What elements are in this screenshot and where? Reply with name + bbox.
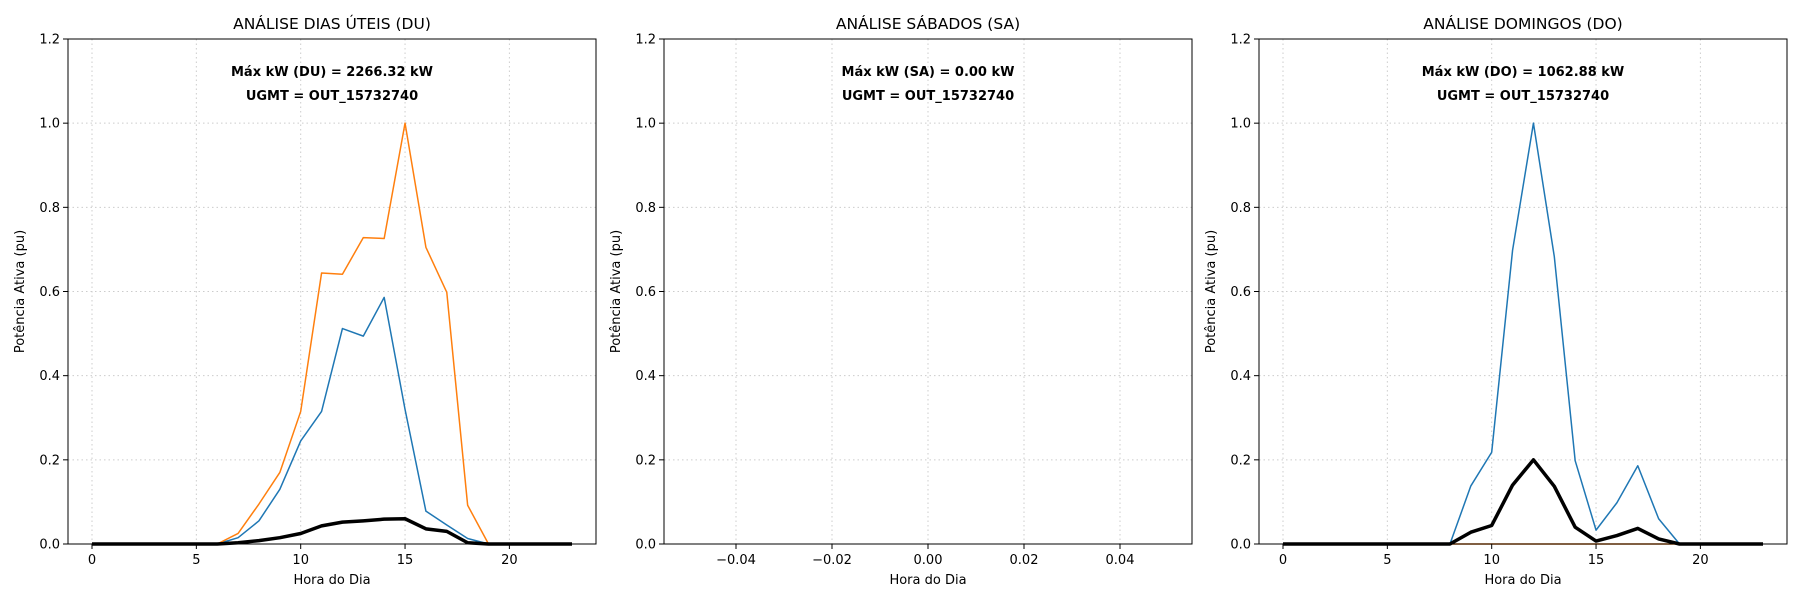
series-line-1	[92, 296, 572, 545]
y-tick-label: 0.6	[635, 285, 656, 300]
y-tick-label: 1.2	[1230, 33, 1251, 48]
annotation-text: UGMT = OUT_15732740	[842, 89, 1014, 104]
y-axis-label: Potência Ativa (pu)	[13, 230, 28, 353]
series-line-2	[1283, 122, 1763, 545]
y-tick-label: 0.8	[39, 201, 60, 216]
annotation-text: UGMT = OUT_15732740	[1437, 89, 1609, 104]
y-axis-label: Potência Ativa (pu)	[1204, 230, 1219, 353]
y-tick-label: 0.0	[635, 538, 656, 553]
annotation-text: UGMT = OUT_15732740	[246, 89, 418, 104]
chart-title: ANÁLISE SÁBADOS (SA)	[836, 14, 1020, 33]
y-tick-label: 0.2	[635, 453, 656, 468]
y-tick-label: 1.2	[39, 33, 60, 48]
x-axis-label: Hora do Dia	[293, 573, 370, 588]
x-tick-label: −0.02	[812, 553, 852, 568]
chart-title: ANÁLISE DOMINGOS (DO)	[1423, 14, 1622, 33]
y-tick-label: 1.2	[635, 33, 656, 48]
plot-frame	[1258, 38, 1788, 545]
annotation-text: Máx kW (DU) = 2266.32 kW	[231, 65, 433, 80]
y-tick-label: 0.0	[1230, 538, 1251, 553]
y-tick-label: 0.6	[1230, 285, 1251, 300]
y-tick-label: 0.8	[635, 201, 656, 216]
y-tick-label: 0.6	[39, 285, 60, 300]
x-tick-label: 15	[1588, 553, 1605, 568]
x-tick-label: 5	[1383, 553, 1391, 568]
x-tick-label: 5	[192, 553, 200, 568]
x-tick-label: 0	[88, 553, 96, 568]
y-tick-label: 1.0	[635, 117, 656, 132]
chart-title: ANÁLISE DIAS ÚTEIS (DU)	[233, 14, 431, 33]
x-tick-label: 0	[1279, 553, 1287, 568]
x-tick-label: −0.04	[716, 553, 756, 568]
x-tick-label: 0.04	[1106, 553, 1135, 568]
x-tick-label: 15	[397, 553, 414, 568]
y-tick-label: 0.4	[1230, 369, 1251, 384]
series-line-2	[92, 122, 572, 545]
y-axis-label: Potência Ativa (pu)	[609, 230, 624, 353]
x-tick-label: 20	[1692, 553, 1709, 568]
x-tick-label: 20	[501, 553, 518, 568]
x-tick-label: 10	[1483, 553, 1500, 568]
annotation-text: Máx kW (SA) = 0.00 kW	[842, 65, 1015, 80]
series-line-3	[1283, 458, 1763, 546]
y-tick-label: 0.0	[39, 538, 60, 553]
y-tick-label: 0.4	[635, 369, 656, 384]
annotation-text: Máx kW (DO) = 1062.88 kW	[1422, 65, 1625, 80]
series-line-3	[92, 517, 572, 546]
y-tick-label: 0.2	[39, 453, 60, 468]
y-tick-label: 0.8	[1230, 201, 1251, 216]
x-tick-label: 10	[292, 553, 309, 568]
y-tick-label: 0.2	[1230, 453, 1251, 468]
plot-frame	[67, 38, 597, 545]
x-axis-label: Hora do Dia	[1484, 573, 1561, 588]
x-tick-label: 0.00	[914, 553, 943, 568]
y-tick-label: 1.0	[1230, 117, 1251, 132]
x-axis-label: Hora do Dia	[889, 573, 966, 588]
y-tick-label: 1.0	[39, 117, 60, 132]
x-tick-label: 0.02	[1010, 553, 1039, 568]
y-tick-label: 0.4	[39, 369, 60, 384]
